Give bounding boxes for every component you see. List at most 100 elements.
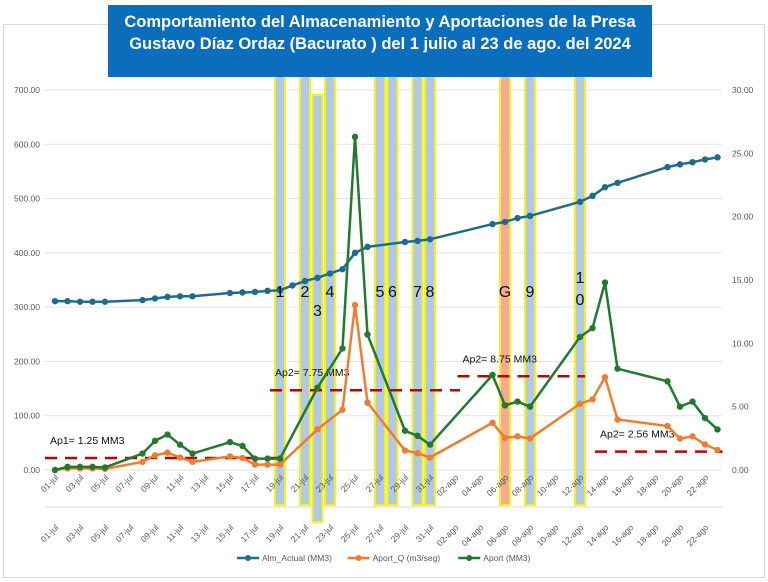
y-right-tick-label: 25.00 xyxy=(732,148,754,158)
data-point xyxy=(714,426,721,433)
x-tick-label: 15-jul xyxy=(214,472,236,494)
data-point xyxy=(76,463,84,471)
data-point xyxy=(414,449,421,457)
data-point xyxy=(276,461,284,468)
data-point xyxy=(714,446,721,454)
data-point xyxy=(664,422,671,430)
data-point xyxy=(176,441,184,448)
x-tick-label: 18-ago xyxy=(635,472,661,498)
data-point xyxy=(64,297,71,305)
data-point xyxy=(589,324,596,332)
x-tick-label-secondary: 02-ago xyxy=(435,522,461,548)
data-point xyxy=(401,238,409,246)
data-point xyxy=(489,371,496,379)
event-label-1: 1 xyxy=(276,284,285,301)
data-point xyxy=(139,458,146,466)
y-right-tick-label: 0.00 xyxy=(732,465,749,475)
legend-marker xyxy=(245,555,251,561)
chart-title: Comportamiento del Almacenamiento y Apor… xyxy=(108,5,652,77)
data-point xyxy=(251,288,259,296)
data-point xyxy=(601,183,609,191)
data-point xyxy=(301,277,309,285)
data-point xyxy=(64,463,71,471)
data-point xyxy=(264,287,271,295)
data-point xyxy=(101,464,109,471)
data-point xyxy=(351,301,359,309)
data-point xyxy=(151,295,159,302)
x-tick-label-secondary: 23-jul xyxy=(314,522,336,544)
x-tick-label: 13-jul xyxy=(189,472,211,494)
data-point xyxy=(151,452,159,459)
data-point xyxy=(614,365,621,372)
y-left-tick-label: 400.00 xyxy=(14,248,40,258)
x-tick-label: 02-ago xyxy=(435,472,461,498)
data-point xyxy=(414,432,421,439)
event-label-10: 0 xyxy=(576,292,585,309)
y-right-tick-label: 20.00 xyxy=(732,212,754,222)
event-label-4: 4 xyxy=(326,284,335,301)
x-tick-label-secondary: 17-jul xyxy=(239,522,261,544)
legend-marker xyxy=(355,555,362,561)
data-point xyxy=(676,403,684,410)
x-tick-label: 01-jul xyxy=(39,472,61,494)
data-point xyxy=(164,293,171,301)
x-tick-label-secondary: 13-jul xyxy=(189,522,211,544)
y-left-tick-label: 300.00 xyxy=(14,302,40,312)
data-point xyxy=(401,447,409,454)
data-point xyxy=(664,163,671,171)
x-tick-label-secondary: 16-ago xyxy=(610,522,636,548)
data-point xyxy=(576,198,584,206)
data-point xyxy=(701,156,709,163)
data-point xyxy=(501,434,509,442)
x-tick-label: 04-ago xyxy=(460,472,486,498)
x-tick-label: 14-ago xyxy=(585,472,611,498)
data-point xyxy=(589,396,596,403)
data-point xyxy=(601,279,609,286)
data-point xyxy=(364,331,371,338)
data-point xyxy=(251,455,259,462)
data-point xyxy=(51,466,59,474)
data-point xyxy=(351,133,359,141)
data-point xyxy=(239,289,246,296)
x-tick-label-secondary: 20-ago xyxy=(660,522,686,548)
data-point xyxy=(176,293,184,300)
event-label-2: 2 xyxy=(301,284,310,301)
data-point xyxy=(276,455,284,462)
x-tick-label: 20-ago xyxy=(660,472,686,498)
data-point xyxy=(664,378,671,385)
data-point xyxy=(614,179,621,187)
x-tick-label-secondary: 29-jul xyxy=(389,522,411,544)
event-label-6: 6 xyxy=(388,284,397,301)
data-point xyxy=(139,450,146,457)
average-line-label: Ap2= 2.56 MM3 xyxy=(600,429,675,441)
data-point xyxy=(89,298,96,305)
x-tick-label-secondary: 03-jul xyxy=(64,522,86,544)
average-line-label: Ap1= 1.25 MM3 xyxy=(50,435,125,447)
data-point xyxy=(614,416,621,423)
y-left-tick-label: 100.00 xyxy=(14,411,40,421)
x-tick-label: 25-jul xyxy=(339,472,361,494)
event-bar-10 xyxy=(574,74,586,506)
data-point xyxy=(189,458,196,466)
data-point xyxy=(426,236,434,243)
average-line-label: Ap2= 8.75 MM3 xyxy=(463,353,538,365)
data-point xyxy=(164,431,171,438)
series-line-1 xyxy=(54,304,718,472)
x-tick-label-secondary: 11-jul xyxy=(164,522,185,543)
x-tick-label: 17-jul xyxy=(239,472,261,494)
y-right-tick-label: 10.00 xyxy=(732,338,754,348)
data-point xyxy=(576,333,584,341)
data-point xyxy=(251,461,259,468)
data-point xyxy=(501,218,509,226)
event-label-8: 8 xyxy=(426,284,435,301)
data-point xyxy=(339,265,346,273)
data-point xyxy=(601,373,609,381)
data-point xyxy=(689,433,696,440)
data-point xyxy=(314,426,321,433)
legend-label: Alm_Actual (MM3) xyxy=(262,553,332,563)
y-left-tick-label: 600.00 xyxy=(14,139,40,149)
data-point xyxy=(276,287,284,294)
x-tick-label: 11-jul xyxy=(164,472,185,493)
x-tick-label-secondary: 27-jul xyxy=(364,522,386,544)
